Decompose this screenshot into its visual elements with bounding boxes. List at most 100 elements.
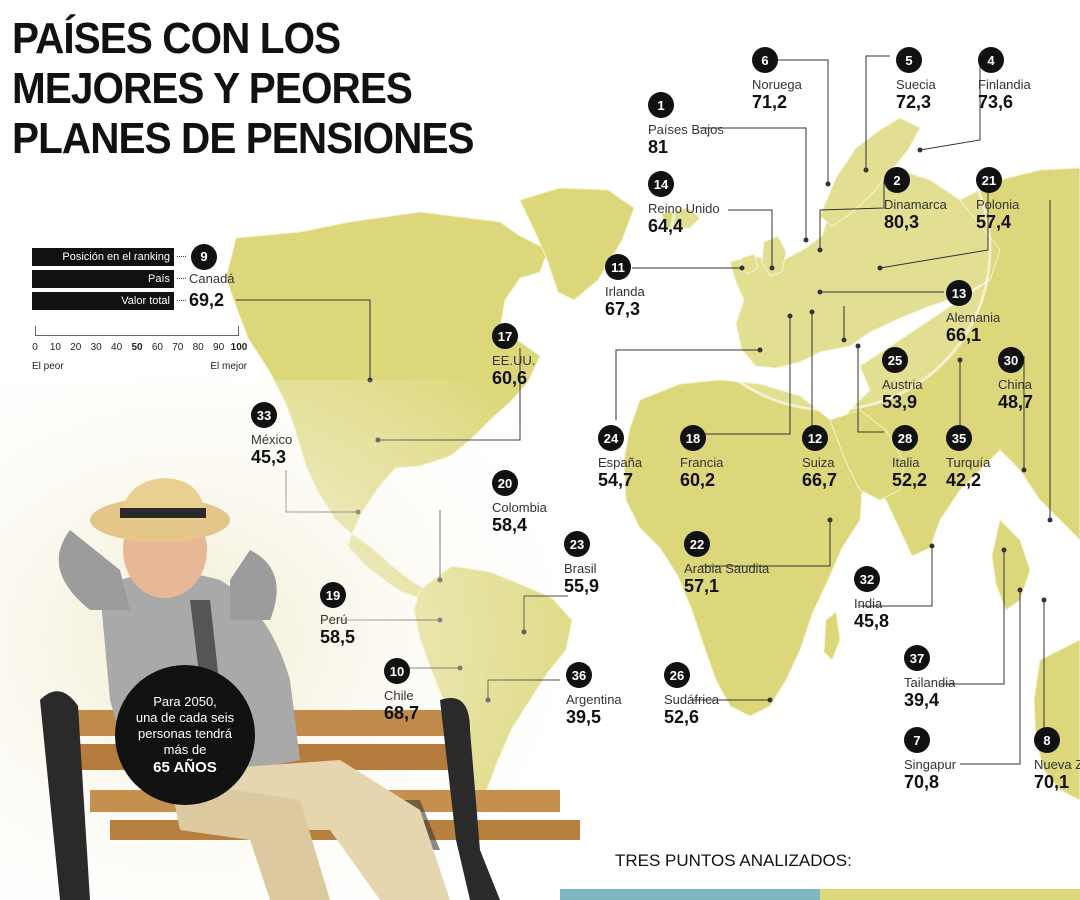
rank-badge: 33 <box>251 402 277 428</box>
scale-tick-label: 90 <box>213 342 225 353</box>
scale-tick-label: 50 <box>131 342 143 353</box>
magnifier-highlight <box>668 88 992 412</box>
country-callout-peru: 19 Perú 58,5 <box>320 582 355 647</box>
rank-badge: 35 <box>946 425 972 451</box>
rank-badge: 22 <box>684 531 710 557</box>
country-name: Finlandia <box>978 77 1031 92</box>
country-callout-china: 30 China 48,7 <box>998 347 1033 412</box>
country-callout-turquia: 35 Turquía 42,2 <box>946 425 990 490</box>
country-value: 66,1 <box>946 325 982 345</box>
country-name: Italia <box>892 455 920 470</box>
country-callout-espana: 24 España 54,7 <box>598 425 642 490</box>
country-name: España <box>598 455 643 470</box>
country-name: Dinamarca <box>884 197 947 212</box>
country-callout-suiza: 12 Suiza 66,7 <box>802 425 837 490</box>
country-name: Colombia <box>492 500 547 515</box>
scale-tick-label: 30 <box>90 342 102 353</box>
country-name: México <box>251 432 293 447</box>
title-line-1: PAÍSES CON LOS <box>12 14 341 63</box>
retiree-on-bench-illustration <box>0 380 620 900</box>
australia-shape <box>1033 639 1080 801</box>
bottom-bar-segment <box>560 889 820 900</box>
country-callout-chile: 10 Chile 68,7 <box>384 658 419 723</box>
country-callout-colombia: 20 Colombia 58,4 <box>492 470 547 535</box>
note-highlight: 65 AÑOS <box>153 759 217 776</box>
rank-badge: 2 <box>884 167 910 193</box>
legend-country-row: País Canadá <box>32 268 235 289</box>
country-name: Tailandia <box>904 675 956 690</box>
country-name: Reino Unido <box>648 201 720 216</box>
country-name: Singapur <box>904 757 957 772</box>
country-name: Argentina <box>566 692 622 707</box>
country-callout-nueva-zelanda: 8 Nueva Z 70,1 <box>1034 727 1080 792</box>
country-value: 45,8 <box>854 611 890 631</box>
scale-tick-label: 0 <box>32 342 38 353</box>
rank-badge: 12 <box>802 425 828 451</box>
country-callout-brasil: 23 Brasil 55,9 <box>564 531 599 596</box>
scale-tick-label: 20 <box>70 342 82 353</box>
country-value: 80,3 <box>884 212 920 232</box>
legend-dotted-connector <box>177 278 186 279</box>
country-value: 73,6 <box>978 92 1014 112</box>
note-line-2: una de cada seis <box>135 710 235 725</box>
country-callout-polonia: 21 Polonia 57,4 <box>976 167 1019 232</box>
rank-badge: 20 <box>492 470 518 496</box>
rank-badge: 23 <box>564 531 590 557</box>
rank-badge: 25 <box>882 347 908 373</box>
greenland-shape <box>519 187 635 301</box>
country-callout-paises-bajos: 1 Países Bajos 81 <box>648 92 724 157</box>
country-value: 57,4 <box>976 212 1012 232</box>
rank-badge: 7 <box>904 727 930 753</box>
country-callout-singapur: 7 Singapur 70,8 <box>904 727 956 792</box>
scale-tick-label: 80 <box>192 342 204 353</box>
country-value: 45,3 <box>251 447 287 467</box>
title-line-2: MEJORES Y PEORES <box>12 64 413 113</box>
legend-country-example: Canadá <box>189 271 235 286</box>
country-value: 48,7 <box>998 392 1034 412</box>
country-callout-sudafrica: 26 Sudáfrica 52,6 <box>664 662 719 727</box>
country-name: Sudáfrica <box>664 692 719 707</box>
rank-badge: 37 <box>904 645 930 671</box>
legend-country-label: País <box>32 269 174 288</box>
country-name: Suecia <box>896 77 936 92</box>
country-name: Alemania <box>946 310 1001 325</box>
page-title: PAÍSES CON LOS MEJORES Y PEORES PLANES D… <box>12 14 612 164</box>
scale-tick-label: 40 <box>111 342 123 353</box>
scale-worst-label: El peor <box>32 361 64 372</box>
rank-badge: 28 <box>892 425 918 451</box>
rank-badge: 10 <box>384 658 410 684</box>
country-callout-noruega: 6 Noruega 71,2 <box>752 47 802 112</box>
country-callout-argentina: 36 Argentina 39,5 <box>566 662 622 727</box>
country-value: 70,1 <box>1034 772 1070 792</box>
rank-badge: 21 <box>976 167 1002 193</box>
country-name: China <box>998 377 1032 392</box>
country-value: 60,6 <box>492 368 528 388</box>
country-callout-irlanda: 11 Irlanda 67,3 <box>605 254 645 319</box>
rank-badge: 14 <box>648 171 674 197</box>
country-name: Brasil <box>564 561 597 576</box>
scandinavia-shape <box>819 117 921 227</box>
rank-badge: 30 <box>998 347 1024 373</box>
rank-badge: 6 <box>752 47 778 73</box>
scale-tick-label: 10 <box>49 342 61 353</box>
scale-tick-label: 70 <box>172 342 184 353</box>
country-name: Chile <box>384 688 414 703</box>
country-callout-francia: 18 Francia 60,2 <box>680 425 723 490</box>
country-value: 54,7 <box>598 470 634 490</box>
country-name: EE.UU. <box>492 353 536 368</box>
country-value: 52,6 <box>664 707 700 727</box>
legend-rank-row: Posición en el ranking 9 <box>32 243 235 270</box>
country-callout-finlandia: 4 Finlandia 73,6 <box>978 47 1031 112</box>
country-value: 64,4 <box>648 216 684 236</box>
country-value: 72,3 <box>896 92 932 112</box>
country-callout-dinamarca: 2 Dinamarca 80,3 <box>884 167 947 232</box>
rank-badge: 18 <box>680 425 706 451</box>
madagascar-shape <box>823 611 841 661</box>
country-value: 52,2 <box>892 470 928 490</box>
country-name: Turquía <box>946 455 991 470</box>
country-value: 57,1 <box>684 576 720 596</box>
country-name: Nueva Z <box>1034 757 1080 772</box>
country-value: 67,3 <box>605 299 641 319</box>
country-name: Francia <box>680 455 724 470</box>
scale-ticks: 0 10 20 30 40 50 60 70 80 90 100 <box>32 342 247 356</box>
